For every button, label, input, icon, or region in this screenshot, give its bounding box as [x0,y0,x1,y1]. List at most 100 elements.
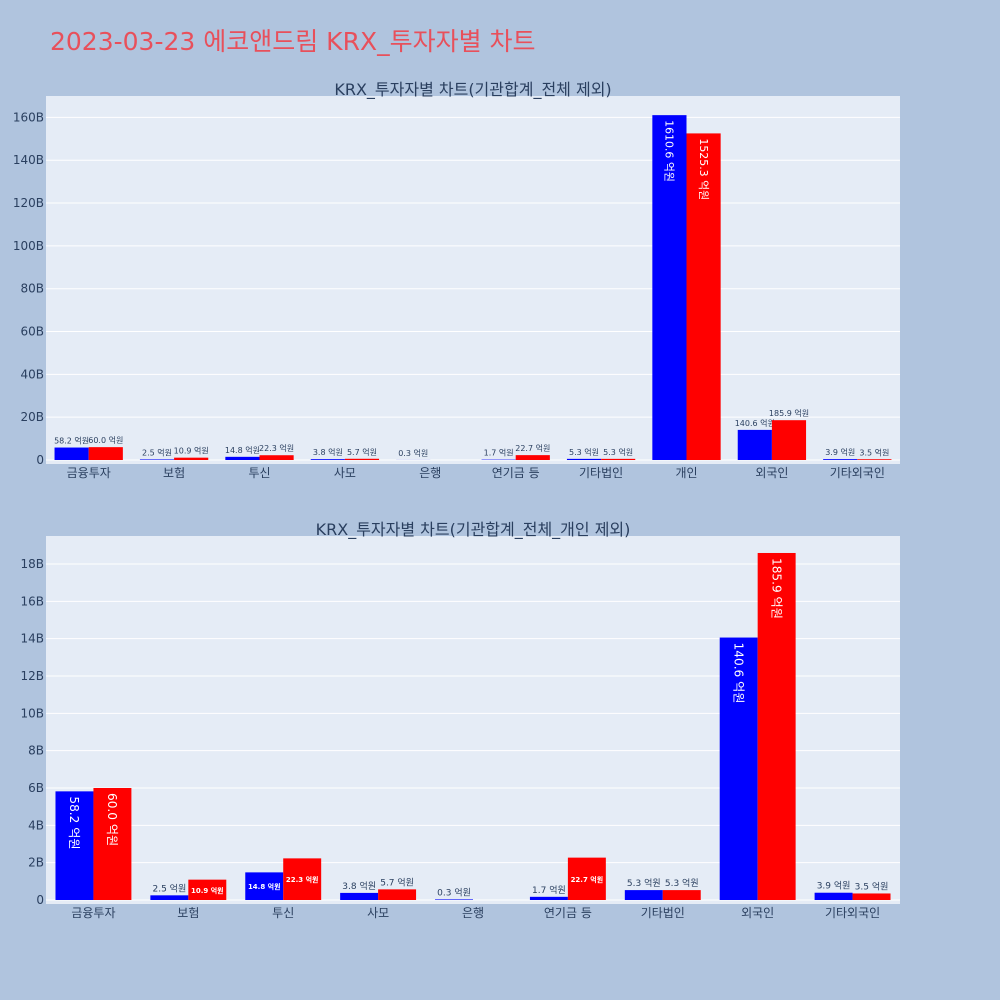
bar [686,133,721,460]
y-tick-label: 60B [20,325,44,339]
data-label: 3.9 억원 [825,447,855,457]
bar [771,420,807,460]
data-label: 5.3 억원 [569,447,599,457]
data-label: 22.7 억원 [515,443,550,453]
bar [55,791,94,900]
bar [283,858,322,900]
bar [567,857,606,900]
data-label: 3.8 억원 [342,880,376,892]
x-tick-label: 연기금 등 [492,466,540,480]
plot-area [46,96,900,464]
data-label: 60.0 억원 [88,435,123,445]
bar [139,459,175,460]
x-tick-label: 투신 [272,906,294,920]
data-label: 22.7 억원 [571,875,604,884]
bar [757,552,796,900]
x-tick-label: 기타외국인 [830,466,885,480]
data-label: 58.2 억원 [54,436,89,446]
x-tick-label: 금융투자 [71,906,115,920]
data-label: 2.5 억원 [152,882,186,894]
y-tick-label: 10B [20,706,44,720]
chart-bottom: KRX_투자자별 차트(기관합계_전체_개인 제외) 0 2B 4B 6B 8B 10B 1… [20,520,900,920]
x-tick-label: 은행 [419,465,441,480]
bar [515,455,550,460]
bar [823,459,858,460]
data-label: 1.7 억원 [484,448,514,458]
data-label: 5.3 억원 [665,877,699,889]
data-label: 140.6 억원 [735,418,775,428]
chart-top-title: KRX_투자자별 차트(기관합계_전체 제외) [334,80,611,100]
bar [310,459,345,460]
y-tick-label: 14B [20,632,44,646]
y-tick-label: 100B [13,239,44,253]
data-label: 3.5 억원 [855,880,889,892]
data-label: 5.7 억원 [380,876,414,888]
data-label: 185.9 억원 [769,408,809,418]
x-tick-label: 기타법인 [579,466,623,480]
data-label: 10.9 억원 [191,886,224,895]
x-tick-label: 보험 [163,466,185,480]
data-label: 185.9 억원 [769,558,783,619]
bar [340,892,379,900]
bar [652,115,687,460]
y-tick-label: 80B [20,282,44,296]
data-label: 3.5 억원 [859,447,889,457]
bar [435,899,473,900]
x-tick-label: 외국인 [755,466,788,480]
bar [188,879,227,900]
data-label: 3.8 억원 [313,447,343,457]
bar [378,889,417,900]
data-label: 5.3 억원 [603,447,633,457]
data-label: 22.3 억원 [286,875,319,884]
bar [344,458,380,460]
y-tick-label: 12B [20,669,44,683]
bar [245,872,284,900]
bar [259,455,294,460]
data-label: 5.7 억원 [347,447,377,457]
data-label: 14.8 억원 [225,445,260,455]
bar [857,459,892,460]
data-label: 10.9 억원 [174,446,209,456]
data-label: 2.5 억원 [142,447,172,457]
x-tick-label: 보험 [177,906,199,920]
bar [54,447,89,460]
data-label: 22.3 억원 [259,443,294,453]
x-tick-label: 기타외국인 [825,906,880,920]
x-tick-label: 사모 [367,906,389,920]
y-tick-label: 0 [36,893,44,907]
bar [174,457,209,460]
bar [719,637,758,900]
bar [662,890,701,900]
data-label: 140.6 억원 [731,643,745,704]
bar [529,896,568,900]
bar [88,447,123,460]
y-tick-label: 120B [13,196,44,210]
data-label: 14.8 억원 [248,882,281,891]
bar [624,890,663,900]
y-tick-label: 8B [28,744,44,758]
y-tick-label: 0 [36,453,44,467]
y-tick-label: 2B [28,856,44,870]
y-tick-label: 140B [13,153,44,167]
y-tick-label: 40B [20,367,44,381]
data-label: 5.3 억원 [627,877,661,889]
x-tick-label: 투신 [248,466,270,480]
y-tick-label: 4B [28,818,44,832]
bar [737,429,772,460]
y-tick-label: 160B [13,110,44,124]
bar [566,458,602,460]
bar [814,892,853,900]
x-tick-label: 개인 [675,466,697,480]
data-label: 1.7 억원 [532,884,566,896]
y-tick-label: 18B [20,557,44,571]
bar [150,895,189,900]
y-tick-label: 16B [20,594,44,608]
data-label: 0.3 억원 [437,886,471,898]
bar [93,788,132,900]
page-title: 2023-03-23 에코앤드림 KRX_투자자별 차트 [50,27,536,56]
data-label: 60.0 억원 [105,793,119,846]
bar [852,893,891,900]
x-tick-label: 기타법인 [641,906,685,920]
bar [601,458,636,460]
x-tick-label: 금융투자 [67,466,111,480]
